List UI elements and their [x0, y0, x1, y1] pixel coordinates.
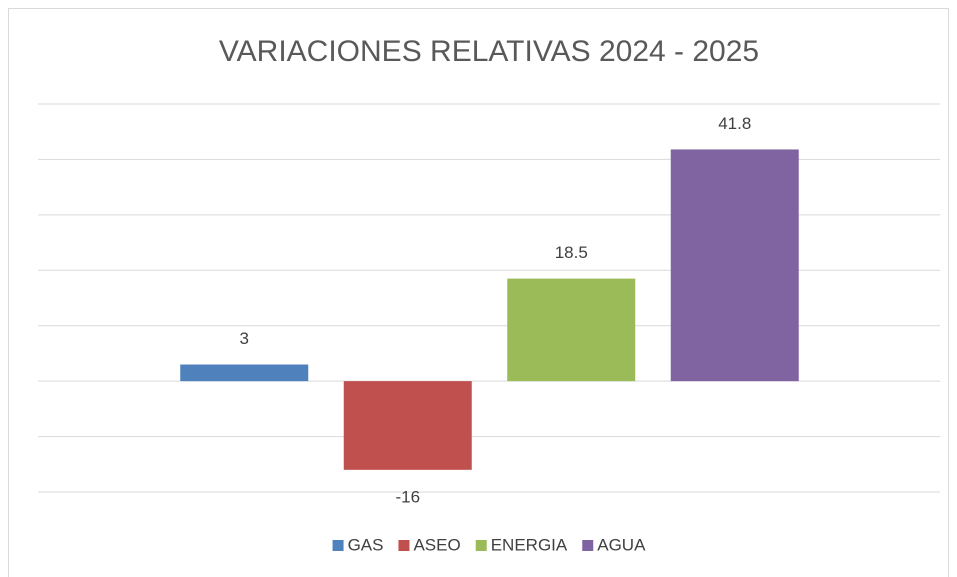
legend-swatch	[475, 540, 487, 551]
bar	[670, 149, 799, 382]
bar	[180, 364, 309, 382]
legend-label: GAS	[348, 535, 384, 554]
legend-label: AGUA	[597, 535, 646, 554]
legend-swatch	[398, 540, 410, 551]
data-label: 41.8	[718, 114, 751, 133]
data-label: -16	[395, 487, 420, 506]
data-label: 3	[240, 329, 249, 348]
legend-label: ENERGIA	[491, 535, 568, 554]
legend-swatch	[332, 540, 344, 551]
legend-swatch	[582, 540, 594, 551]
data-label: 18.5	[555, 243, 588, 262]
chart-title: VARIACIONES RELATIVAS 2024 - 2025	[219, 35, 759, 68]
bar	[507, 278, 636, 382]
bar	[343, 381, 472, 470]
legend-label: ASEO	[413, 535, 460, 554]
